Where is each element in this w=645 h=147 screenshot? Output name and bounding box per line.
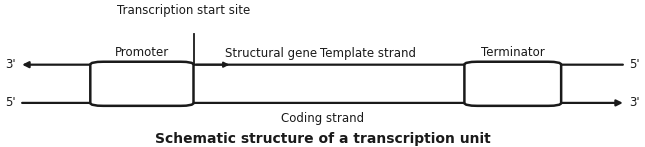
Text: 3': 3'	[629, 96, 639, 109]
Text: Coding strand: Coding strand	[281, 112, 364, 125]
Text: Transcription start site: Transcription start site	[117, 4, 250, 17]
Text: Schematic structure of a transcription unit: Schematic structure of a transcription u…	[155, 132, 490, 146]
Text: Promoter: Promoter	[115, 46, 169, 59]
Text: 5': 5'	[629, 58, 639, 71]
Text: Terminator: Terminator	[481, 46, 544, 59]
Text: Structural gene: Structural gene	[225, 47, 317, 60]
Text: 3': 3'	[6, 58, 16, 71]
FancyBboxPatch shape	[90, 62, 194, 106]
FancyBboxPatch shape	[464, 62, 561, 106]
Text: Template strand: Template strand	[320, 47, 415, 60]
Text: 5': 5'	[6, 96, 16, 109]
